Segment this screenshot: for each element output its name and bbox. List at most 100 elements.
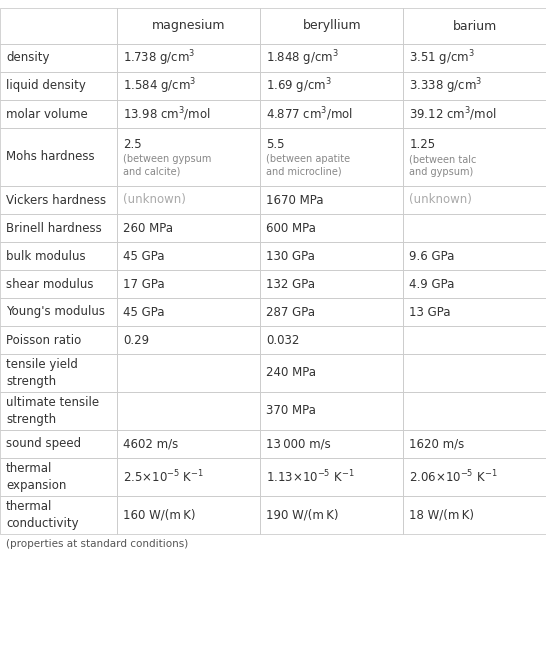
Bar — [403, 214, 546, 242]
Text: sound speed: sound speed — [6, 438, 81, 450]
Text: 1.584 g/cm$^3$: 1.584 g/cm$^3$ — [123, 76, 197, 96]
Text: 5.5: 5.5 — [266, 138, 285, 151]
Bar — [0, 128, 117, 186]
Text: tensile yield
strength: tensile yield strength — [6, 358, 78, 388]
Bar — [403, 458, 546, 496]
Bar — [117, 44, 260, 72]
Bar — [0, 326, 117, 354]
Bar — [403, 298, 546, 326]
Text: thermal
expansion: thermal expansion — [6, 462, 67, 492]
Bar — [117, 128, 260, 186]
Text: Vickers hardness: Vickers hardness — [6, 193, 106, 207]
Text: 130 GPa: 130 GPa — [266, 249, 316, 263]
Text: 2.5: 2.5 — [123, 138, 142, 151]
Bar — [260, 72, 403, 100]
Bar — [0, 72, 117, 100]
Text: thermal
conductivity: thermal conductivity — [6, 500, 79, 530]
Bar — [117, 214, 260, 242]
Text: liquid density: liquid density — [6, 79, 86, 93]
Text: Mohs hardness: Mohs hardness — [6, 151, 94, 163]
Text: Young's modulus: Young's modulus — [6, 305, 105, 319]
Text: 9.6 GPa: 9.6 GPa — [410, 249, 455, 263]
Bar — [117, 298, 260, 326]
Bar — [260, 128, 403, 186]
Text: (between gypsum
and calcite): (between gypsum and calcite) — [123, 155, 212, 177]
Bar — [403, 100, 546, 128]
Text: Brinell hardness: Brinell hardness — [6, 221, 102, 235]
Bar — [403, 8, 546, 44]
Bar — [117, 392, 260, 430]
Text: magnesium: magnesium — [152, 19, 225, 33]
Bar — [117, 72, 260, 100]
Bar — [117, 242, 260, 270]
Bar — [117, 430, 260, 458]
Text: 1.848 g/cm$^3$: 1.848 g/cm$^3$ — [266, 48, 340, 68]
Bar — [0, 100, 117, 128]
Text: 39.12 cm$^3$/mol: 39.12 cm$^3$/mol — [410, 105, 497, 123]
Text: 3.338 g/cm$^3$: 3.338 g/cm$^3$ — [410, 76, 483, 96]
Text: 1.738 g/cm$^3$: 1.738 g/cm$^3$ — [123, 48, 196, 68]
Bar — [260, 298, 403, 326]
Bar — [260, 458, 403, 496]
Bar — [260, 326, 403, 354]
Bar — [403, 44, 546, 72]
Text: 132 GPa: 132 GPa — [266, 277, 316, 291]
Text: 1.25: 1.25 — [410, 138, 436, 151]
Text: 370 MPa: 370 MPa — [266, 404, 316, 418]
Text: (unknown): (unknown) — [123, 193, 186, 207]
Text: 2.06×10$^{-5}$ K$^{-1}$: 2.06×10$^{-5}$ K$^{-1}$ — [410, 469, 498, 486]
Bar — [0, 392, 117, 430]
Text: 4.877 cm$^3$/mol: 4.877 cm$^3$/mol — [266, 105, 354, 123]
Text: ultimate tensile
strength: ultimate tensile strength — [6, 396, 99, 426]
Bar — [260, 8, 403, 44]
Text: 4.9 GPa: 4.9 GPa — [410, 277, 455, 291]
Bar — [260, 44, 403, 72]
Text: shear modulus: shear modulus — [6, 277, 93, 291]
Text: 1.69 g/cm$^3$: 1.69 g/cm$^3$ — [266, 76, 333, 96]
Text: (unknown): (unknown) — [410, 193, 472, 207]
Text: molar volume: molar volume — [6, 107, 88, 121]
Text: 4602 m/s: 4602 m/s — [123, 438, 179, 450]
Bar — [403, 392, 546, 430]
Text: (between talc
and gypsum): (between talc and gypsum) — [410, 155, 477, 177]
Bar — [260, 354, 403, 392]
Text: 45 GPa: 45 GPa — [123, 249, 165, 263]
Bar — [117, 458, 260, 496]
Bar — [0, 354, 117, 392]
Bar — [403, 326, 546, 354]
Bar — [403, 128, 546, 186]
Text: 13.98 cm$^3$/mol: 13.98 cm$^3$/mol — [123, 105, 211, 123]
Text: (properties at standard conditions): (properties at standard conditions) — [6, 539, 188, 549]
Bar — [0, 496, 117, 534]
Bar — [403, 430, 546, 458]
Text: 0.032: 0.032 — [266, 334, 300, 346]
Bar — [260, 430, 403, 458]
Bar — [0, 270, 117, 298]
Bar — [403, 270, 546, 298]
Bar — [0, 458, 117, 496]
Text: 1620 m/s: 1620 m/s — [410, 438, 465, 450]
Text: 260 MPa: 260 MPa — [123, 221, 174, 235]
Bar — [0, 44, 117, 72]
Text: 18 W/(m K): 18 W/(m K) — [410, 508, 474, 522]
Text: Poisson ratio: Poisson ratio — [6, 334, 81, 346]
Bar — [0, 8, 117, 44]
Bar — [260, 392, 403, 430]
Bar — [117, 270, 260, 298]
Text: (between apatite
and microcline): (between apatite and microcline) — [266, 155, 351, 177]
Bar — [0, 430, 117, 458]
Bar — [117, 100, 260, 128]
Bar — [117, 8, 260, 44]
Text: 160 W/(m K): 160 W/(m K) — [123, 508, 196, 522]
Bar — [260, 496, 403, 534]
Text: 0.29: 0.29 — [123, 334, 150, 346]
Text: 600 MPa: 600 MPa — [266, 221, 316, 235]
Bar — [117, 354, 260, 392]
Text: 1670 MPa: 1670 MPa — [266, 193, 324, 207]
Text: 13 GPa: 13 GPa — [410, 305, 451, 319]
Text: 240 MPa: 240 MPa — [266, 366, 317, 380]
Bar — [0, 298, 117, 326]
Text: 45 GPa: 45 GPa — [123, 305, 165, 319]
Bar — [403, 496, 546, 534]
Bar — [260, 100, 403, 128]
